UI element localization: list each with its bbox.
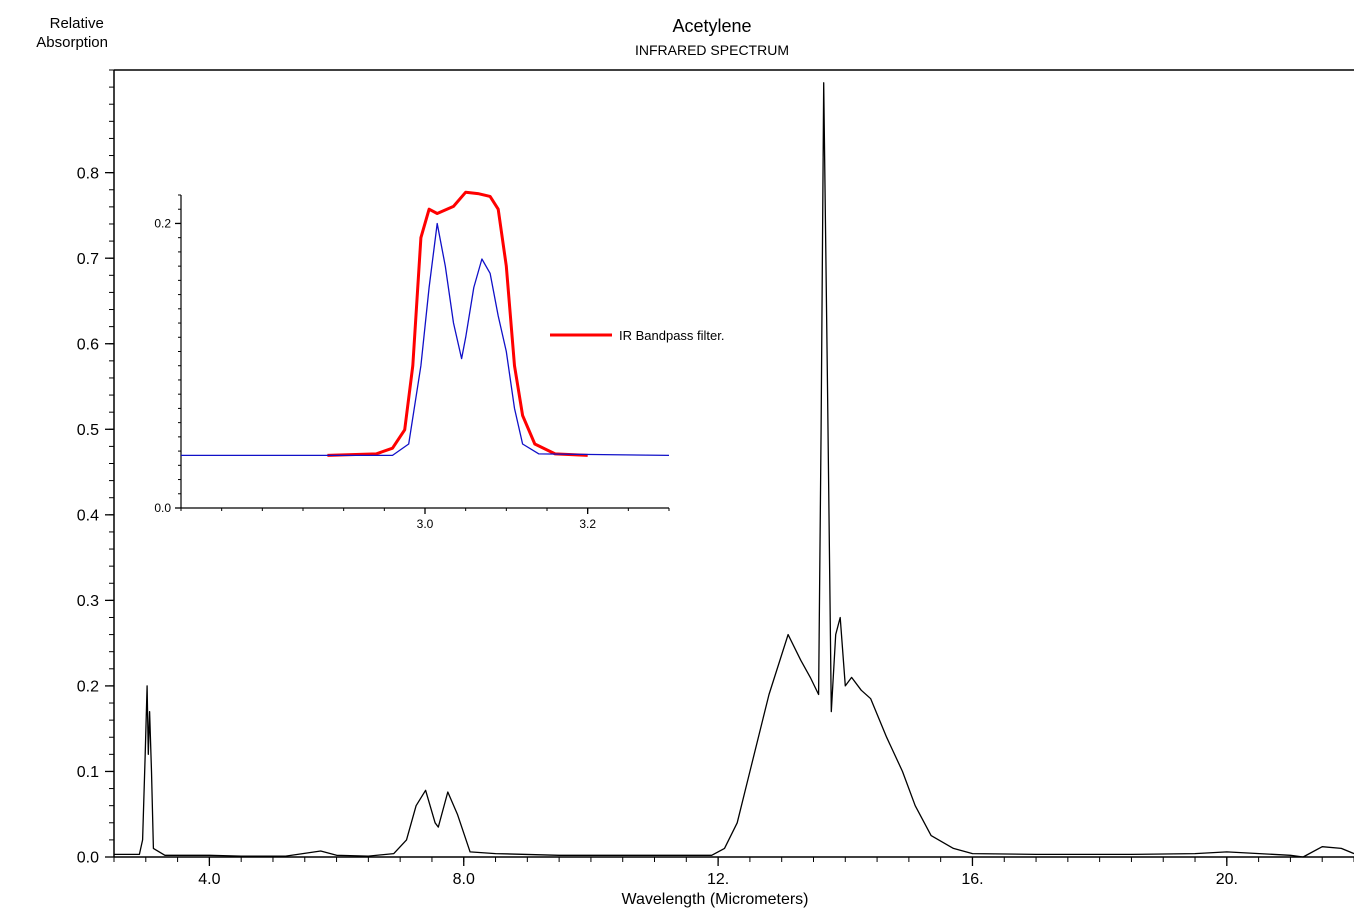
y-axis-label-line-2: Absorption <box>36 34 108 51</box>
inset-axis-ticks: 0.0 0.2 3.0 3.2 <box>154 194 670 531</box>
y-axis-label: Relative Absorption <box>36 15 108 51</box>
x-axis-label: Wavelength (Micrometers) <box>621 891 808 908</box>
y-axis-label-line-1: Relative <box>50 15 104 32</box>
chart-subtitle: INFRARED SPECTRUM <box>635 42 789 58</box>
y-tick-label: 0.2 <box>154 217 171 231</box>
main-plot-series <box>114 82 1354 858</box>
y-tick-label: 0.0 <box>154 501 171 515</box>
inset-plot-series <box>181 190 670 457</box>
x-tick-label: 12. <box>707 871 729 888</box>
y-tick-label: 0.7 <box>77 251 99 268</box>
x-tick-label: 20. <box>1216 871 1238 888</box>
x-tick-label: 3.2 <box>579 517 596 531</box>
series-line-0 <box>114 82 1354 858</box>
x-tick-label: 8.0 <box>453 871 475 888</box>
y-tick-label: 0.3 <box>77 593 99 610</box>
series-line-0 <box>327 190 588 457</box>
y-tick-label: 0.8 <box>77 165 99 182</box>
x-tick-label: 16. <box>961 871 983 888</box>
main-axis-ticks: 0.0 0.1 0.2 0.3 0.4 0.5 0.6 0.7 0.8 4.0 8.0 12. 16. 2… <box>77 69 1354 888</box>
chart-title: Acetylene <box>672 16 751 36</box>
y-tick-label: 0.2 <box>77 679 99 696</box>
y-tick-label: 0.1 <box>77 764 99 781</box>
y-tick-label: 0.4 <box>77 507 99 524</box>
legend-label-ir-bandpass: IR Bandpass filter. <box>619 328 725 343</box>
series-line-1 <box>181 222 670 457</box>
x-tick-label: 4.0 <box>198 871 220 888</box>
y-tick-label: 0.5 <box>77 422 99 439</box>
y-tick-label: 0.6 <box>77 336 99 353</box>
x-tick-label: 3.0 <box>417 517 434 531</box>
y-tick-label: 0.0 <box>77 850 99 867</box>
